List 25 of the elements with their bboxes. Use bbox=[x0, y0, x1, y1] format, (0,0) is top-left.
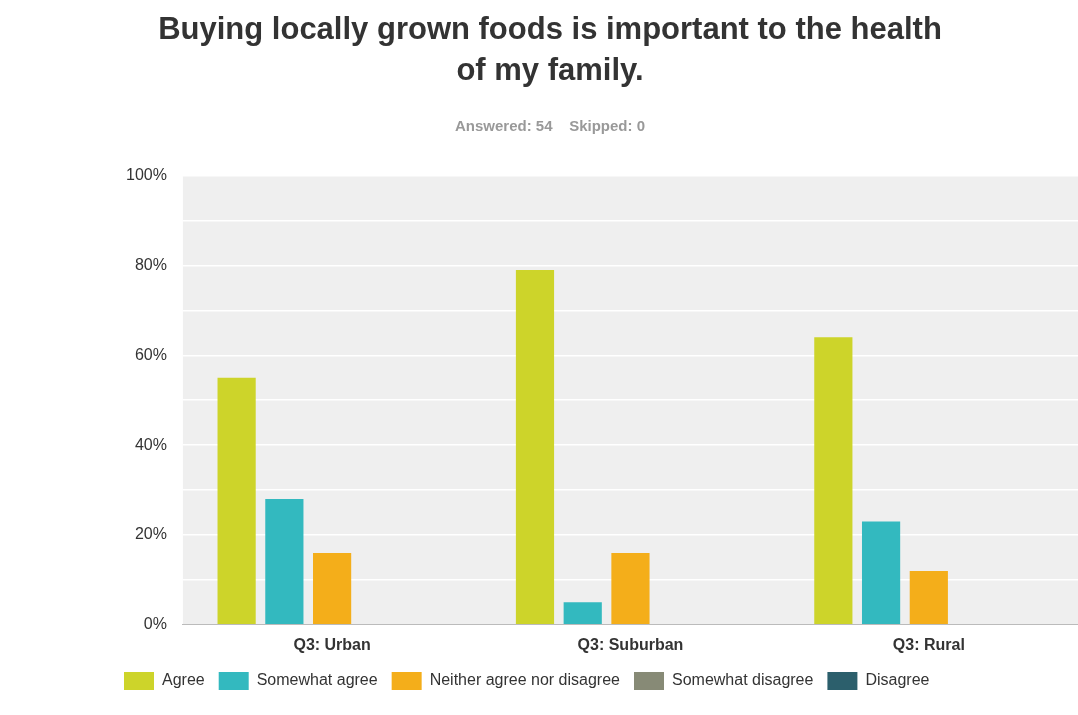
legend-label: Agree bbox=[162, 671, 205, 689]
bar bbox=[909, 570, 948, 625]
legend-label: Somewhat disagree bbox=[671, 671, 814, 689]
chart-subtitle: Answered: 54 Skipped: 0 bbox=[453, 117, 647, 134]
y-tick-label: 0% bbox=[143, 615, 167, 633]
bar bbox=[814, 337, 853, 625]
y-tick-label: 60% bbox=[134, 345, 167, 363]
y-tick-label: 80% bbox=[134, 255, 167, 273]
chart-title: Buying locally grown foods is important to the health of my family. bbox=[157, 10, 943, 89]
bar bbox=[611, 552, 650, 625]
x-tick-label: Q3: Suburban bbox=[577, 635, 684, 653]
bar bbox=[515, 269, 555, 625]
legend-label: Neither agree nor disagree bbox=[429, 671, 621, 689]
bar bbox=[313, 552, 352, 625]
x-tick-label: Q3: Rural bbox=[892, 635, 965, 653]
y-tick-label: 20% bbox=[134, 525, 167, 543]
bar bbox=[217, 377, 256, 625]
legend-label: Disagree bbox=[865, 671, 930, 689]
bar bbox=[265, 499, 304, 625]
bar bbox=[861, 521, 901, 625]
bar bbox=[563, 602, 602, 625]
legend-label: Somewhat agree bbox=[256, 671, 378, 689]
y-tick-label: 40% bbox=[134, 435, 167, 453]
x-tick-label: Q3: Urban bbox=[293, 635, 371, 653]
y-tick-label: 100% bbox=[126, 166, 167, 184]
